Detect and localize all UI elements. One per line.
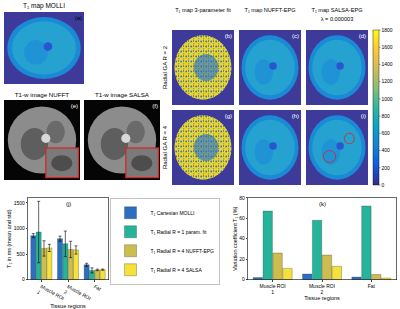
svg-text:(d): (d) <box>359 33 366 39</box>
svg-text:200: 200 <box>382 165 391 171</box>
svg-text:1800: 1800 <box>382 27 393 33</box>
svg-text:0: 0 <box>382 182 385 188</box>
svg-text:800: 800 <box>382 113 391 119</box>
svg-text:λ = 0.000003: λ = 0.000003 <box>321 16 354 22</box>
svg-text:0: 0 <box>22 276 25 282</box>
svg-text:1600: 1600 <box>382 44 393 50</box>
svg-text:0: 0 <box>242 276 245 282</box>
svg-text:T₁ Radial R = 4 NUFFT-EPG: T₁ Radial R = 4 NUFFT-EPG <box>151 248 215 254</box>
svg-text:60: 60 <box>239 215 245 221</box>
svg-text:T₁ map NUFFT-EPG: T₁ map NUFFT-EPG <box>245 7 296 13</box>
svg-text:Tissue regions: Tissue regions <box>50 303 86 309</box>
svg-text:(j): (j) <box>66 201 71 207</box>
svg-text:Tissue regions: Tissue regions <box>304 295 340 301</box>
svg-text:20: 20 <box>239 256 245 262</box>
svg-text:(g): (g) <box>225 113 232 119</box>
svg-text:T₁ Cartesian MOLLI: T₁ Cartesian MOLLI <box>151 210 195 216</box>
svg-text:T₁ map MOLLI: T₁ map MOLLI <box>23 2 65 10</box>
svg-text:Muscle ROI1: Muscle ROI1 <box>260 283 286 296</box>
svg-text:(h): (h) <box>292 113 299 119</box>
svg-text:Muscle ROI2: Muscle ROI2 <box>63 283 92 307</box>
svg-text:T₁ Radial R = 4 SALSA: T₁ Radial R = 4 SALSA <box>151 267 203 273</box>
svg-text:Fat: Fat <box>368 283 376 289</box>
svg-text:40: 40 <box>239 235 245 241</box>
svg-text:(f): (f) <box>152 103 158 109</box>
svg-text:1500: 1500 <box>14 200 25 206</box>
svg-text:T₁ map SALSA-EPG: T₁ map SALSA-EPG <box>311 7 362 13</box>
svg-text:80: 80 <box>239 195 245 201</box>
svg-text:1200: 1200 <box>382 78 393 84</box>
svg-text:(a): (a) <box>75 15 82 21</box>
svg-text:600: 600 <box>382 130 391 136</box>
svg-text:Variation coefficient T₁ (%): Variation coefficient T₁ (%) <box>232 206 238 270</box>
svg-text:(b): (b) <box>225 33 232 39</box>
svg-text:(k): (k) <box>319 201 326 207</box>
svg-text:Fat: Fat <box>93 283 103 292</box>
svg-text:T₁ Radial R = 1 param. fit: T₁ Radial R = 1 param. fit <box>151 229 208 235</box>
svg-text:Muscle ROI2: Muscle ROI2 <box>309 283 335 296</box>
svg-text:T₁ map 3-parameter fit: T₁ map 3-parameter fit <box>175 7 231 13</box>
svg-text:1000: 1000 <box>382 96 393 102</box>
svg-text:Radial GA R = 2: Radial GA R = 2 <box>162 45 168 89</box>
svg-text:(e): (e) <box>71 103 78 109</box>
svg-text:T1-w image NUFFT: T1-w image NUFFT <box>15 91 70 98</box>
svg-text:(c): (c) <box>292 33 299 39</box>
svg-text:1000: 1000 <box>14 225 25 231</box>
svg-text:1400: 1400 <box>382 61 393 67</box>
svg-text:T₁ in ms (mean and std): T₁ in ms (mean and std) <box>6 209 12 268</box>
svg-text:T1-w image SALSA: T1-w image SALSA <box>95 91 150 98</box>
svg-text:Radial GA R = 4: Radial GA R = 4 <box>162 125 168 169</box>
svg-text:500: 500 <box>17 251 26 257</box>
svg-text:(i): (i) <box>361 113 366 119</box>
svg-text:Muscle ROI1: Muscle ROI1 <box>36 283 65 307</box>
svg-text:400: 400 <box>382 147 391 153</box>
